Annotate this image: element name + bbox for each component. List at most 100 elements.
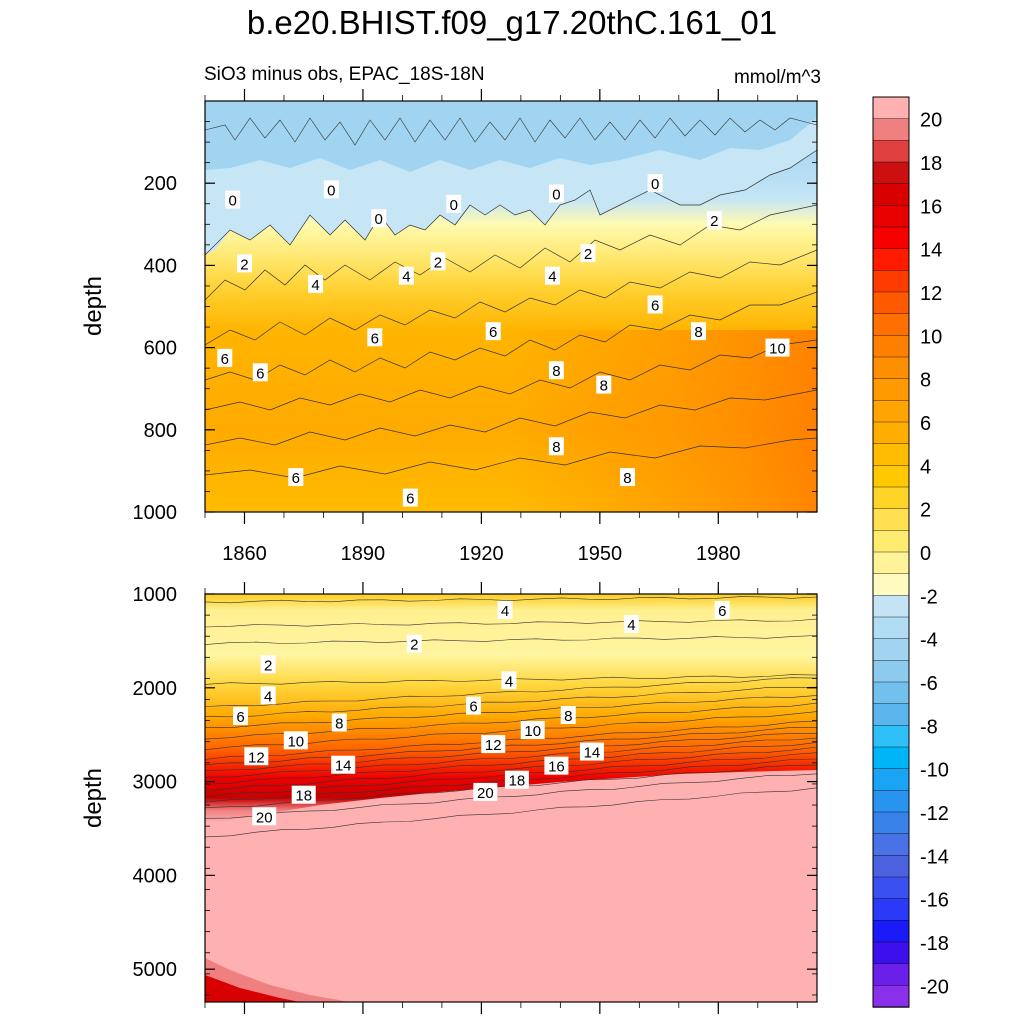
contour-label: 10 [287,733,304,750]
contour-label-box [520,721,545,739]
x-tick-label: 1920 [459,543,504,565]
colorbar-swatch [872,660,910,683]
upper-ylabel: depth [80,276,107,336]
contour-line [205,746,817,792]
contour-label-box [481,735,506,754]
y-tick-label: 2000 [133,678,178,700]
contour-label-box [580,244,596,263]
colorbar-swatch [872,270,910,293]
colorbar-swatch [872,681,910,705]
colorbar: 20181614121086420-2-4-6-8-10-12-14-16-18… [872,96,949,1008]
colorbar-label: 18 [920,153,942,175]
colorbar-swatch [872,725,910,748]
colorbar-label: 4 [920,456,931,478]
colorbar-swatch [872,963,910,987]
colorbar-swatch [872,985,910,1008]
lower-y-axis: 1000 2000 3000 4000 5000 [133,584,817,996]
contour-label-box [244,747,269,766]
contour-label-box [260,686,276,705]
colorbar-label: -20 [920,976,949,998]
contour-label-box [647,295,663,314]
y-tick-label: 4000 [133,865,178,887]
contour-label-box [473,782,498,801]
y-tick-label: 800 [144,420,177,442]
y-tick-label: 600 [144,338,177,360]
colorbar-swatch [872,205,910,228]
contour-label: 4 [505,673,513,690]
contour-label: 0 [228,193,236,210]
contour-label: 0 [327,182,335,199]
colorbar-label: -8 [920,716,938,738]
colorbar-swatch [872,530,910,553]
x-tick-label: 1950 [578,543,623,565]
lower-contour-labels: 4 6 4 2 2 4 4 6 6 8 8 10 10 12 12 14 14 16 18 18 20 20 [233,600,730,826]
colorbar-label: 2 [920,500,931,522]
contour-label: 6 [371,330,379,347]
colorbar-swatch [872,486,910,510]
page-title: b.e20.BHIST.f09_g17.20thC.161_01 [246,4,778,41]
contour-label-box [544,266,560,285]
contour-label-box [548,437,564,456]
upper-panel: 0 0 0 0 0 0 2 2 2 2 4 4 4 6 6 6 8 10 6 6 8 8 8 8 6 6 [204,100,818,513]
contour-label: 0 [651,176,659,193]
contour-label-box [579,742,604,761]
contour-line [205,727,817,765]
contour-label-box [501,671,517,690]
contour-label-box [465,696,481,715]
contour-label-box [504,770,529,789]
colorbar-swatch [872,183,910,207]
contour-line [205,720,817,760]
contour-label-box [398,266,414,285]
contour-label-box [367,328,383,347]
x-tick-label: 1980 [696,543,741,565]
y-tick-label: 1000 [133,502,178,524]
contour-label-box [446,194,462,213]
contour-label: 6 [236,709,244,726]
contour-label: 4 [311,277,319,294]
upper-deep-blue-fill [205,101,817,172]
y-tick-label: 200 [144,173,177,195]
contour-label-box [406,634,422,653]
contour-label: 2 [434,254,442,271]
contour-label: 8 [552,439,560,456]
contour-label-box [619,468,635,487]
contour-label: 18 [509,773,526,790]
contour-line [205,677,817,707]
y-tick-label: 3000 [133,772,178,794]
contour-label-box [402,488,418,507]
contour-label: 6 [718,603,726,620]
contour-label-box [252,807,277,826]
contour-line [205,686,817,718]
colorbar-swatch [872,465,910,488]
colorbar-swatch [872,443,910,467]
colorbar-label: 0 [920,543,931,565]
contour-label: 12 [485,737,502,754]
colorbar-label: -16 [920,890,949,912]
contour-label: 8 [552,363,560,380]
units-label: mmol/m^3 [733,67,821,88]
contour-label: 6 [651,297,659,314]
colorbar-label: 10 [920,326,942,348]
lower-x-axis [204,582,798,1014]
contour-label-box [623,615,639,634]
contour-label: 8 [694,324,702,341]
colorbar-label: 14 [920,240,942,262]
colorbar-label: -6 [920,673,938,695]
colorbar-swatch [872,638,910,662]
contour-label: 12 [248,749,265,766]
colorbar-frame [872,96,910,1008]
x-tick-label: 1890 [341,543,386,565]
colorbar-swatch [872,378,910,402]
y-tick-label: 1000 [133,584,178,606]
upper-x-axis: 1860 1890 1920 1950 1980 [204,89,798,565]
lower-bottom-left-darkred [205,975,300,1002]
colorbar-label: -12 [920,803,949,825]
contour-label-box [485,322,501,341]
colorbar-swatch [872,291,910,315]
contour-line [205,787,817,838]
contour-label: 2 [240,256,248,273]
contour-label-box [765,338,790,357]
colorbar-label: 16 [920,196,942,218]
contour-line [205,618,817,628]
contour-label: 2 [264,657,272,674]
